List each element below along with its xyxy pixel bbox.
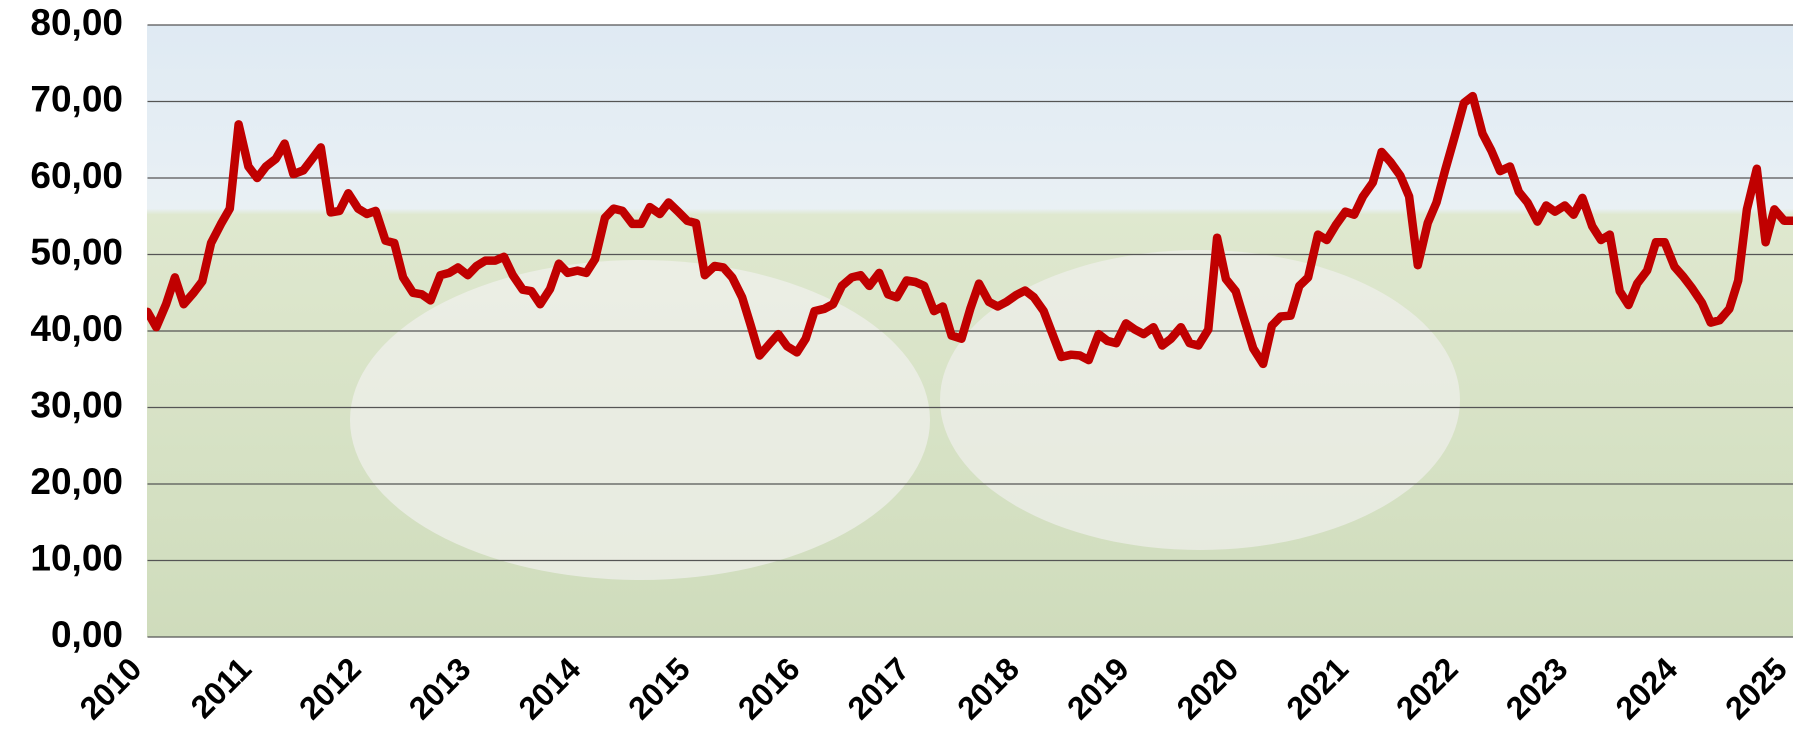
x-tick-label: 2011 bbox=[184, 650, 259, 725]
x-tick-label: 2018 bbox=[950, 650, 1026, 726]
grid bbox=[147, 24, 1793, 638]
x-tick-label: 2019 bbox=[1060, 650, 1136, 726]
y-tick-label: 10,00 bbox=[30, 537, 123, 578]
x-tick-label: 2013 bbox=[402, 650, 478, 726]
y-tick-label: 70,00 bbox=[30, 78, 123, 119]
x-tick-label: 2020 bbox=[1170, 650, 1246, 726]
x-tick-label: 2022 bbox=[1389, 650, 1465, 726]
x-tick-label: 2010 bbox=[73, 650, 149, 726]
y-tick-label: 60,00 bbox=[30, 155, 123, 196]
background-cow bbox=[940, 250, 1460, 550]
x-tick-label: 2017 bbox=[841, 650, 917, 726]
x-tick-label: 2023 bbox=[1499, 650, 1575, 726]
background-cow bbox=[350, 260, 930, 580]
y-tick-label: 40,00 bbox=[30, 308, 123, 349]
x-tick-label: 2024 bbox=[1608, 650, 1684, 726]
x-tick-label: 2014 bbox=[511, 650, 587, 726]
x-tick-label: 2012 bbox=[292, 650, 368, 726]
x-tick-label: 2016 bbox=[731, 650, 807, 726]
y-tick-label: 50,00 bbox=[30, 231, 123, 272]
y-tick-label: 0,00 bbox=[51, 614, 123, 655]
y-tick-label: 80,00 bbox=[30, 2, 123, 43]
y-tick-label: 20,00 bbox=[30, 461, 123, 502]
x-tick-label: 2015 bbox=[621, 650, 697, 726]
x-tick-label: 2025 bbox=[1718, 650, 1793, 726]
y-tick-label: 30,00 bbox=[30, 384, 123, 425]
plot-area bbox=[147, 91, 1793, 369]
x-tick-label: 2021 bbox=[1279, 650, 1355, 726]
series-line bbox=[147, 91, 1793, 369]
